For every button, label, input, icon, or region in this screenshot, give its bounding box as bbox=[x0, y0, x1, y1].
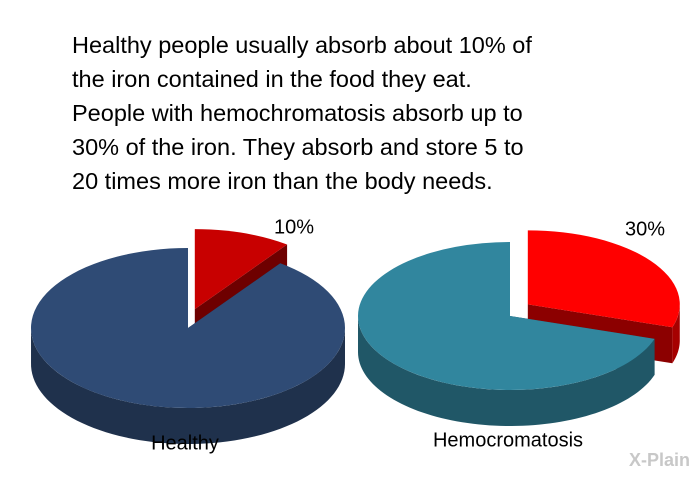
watermark: X-Plain bbox=[629, 450, 690, 470]
value-label: 30% bbox=[625, 218, 665, 240]
pie-title: Hemocromatosis bbox=[433, 429, 583, 451]
intro-line: Healthy people usually absorb about 10% … bbox=[72, 32, 532, 58]
intro-text: Healthy people usually absorb about 10% … bbox=[72, 28, 532, 198]
pie-slice bbox=[194, 229, 288, 310]
pie-slice bbox=[527, 230, 680, 328]
intro-line: 20 times more iron than the body needs. bbox=[72, 168, 493, 194]
slice-side bbox=[358, 316, 655, 426]
pie-title: Healthy bbox=[151, 432, 219, 454]
pie-slice bbox=[357, 242, 655, 390]
intro-line: 30% of the iron. They absorb and store 5… bbox=[72, 134, 524, 160]
value-label: 10% bbox=[274, 216, 314, 238]
pie-slice bbox=[31, 248, 346, 409]
slice-side bbox=[31, 326, 345, 444]
intro-line: the iron contained in the food they eat. bbox=[72, 66, 472, 92]
intro-line: People with hemochromatosis absorb up to bbox=[72, 100, 523, 126]
slice-side bbox=[672, 303, 680, 364]
